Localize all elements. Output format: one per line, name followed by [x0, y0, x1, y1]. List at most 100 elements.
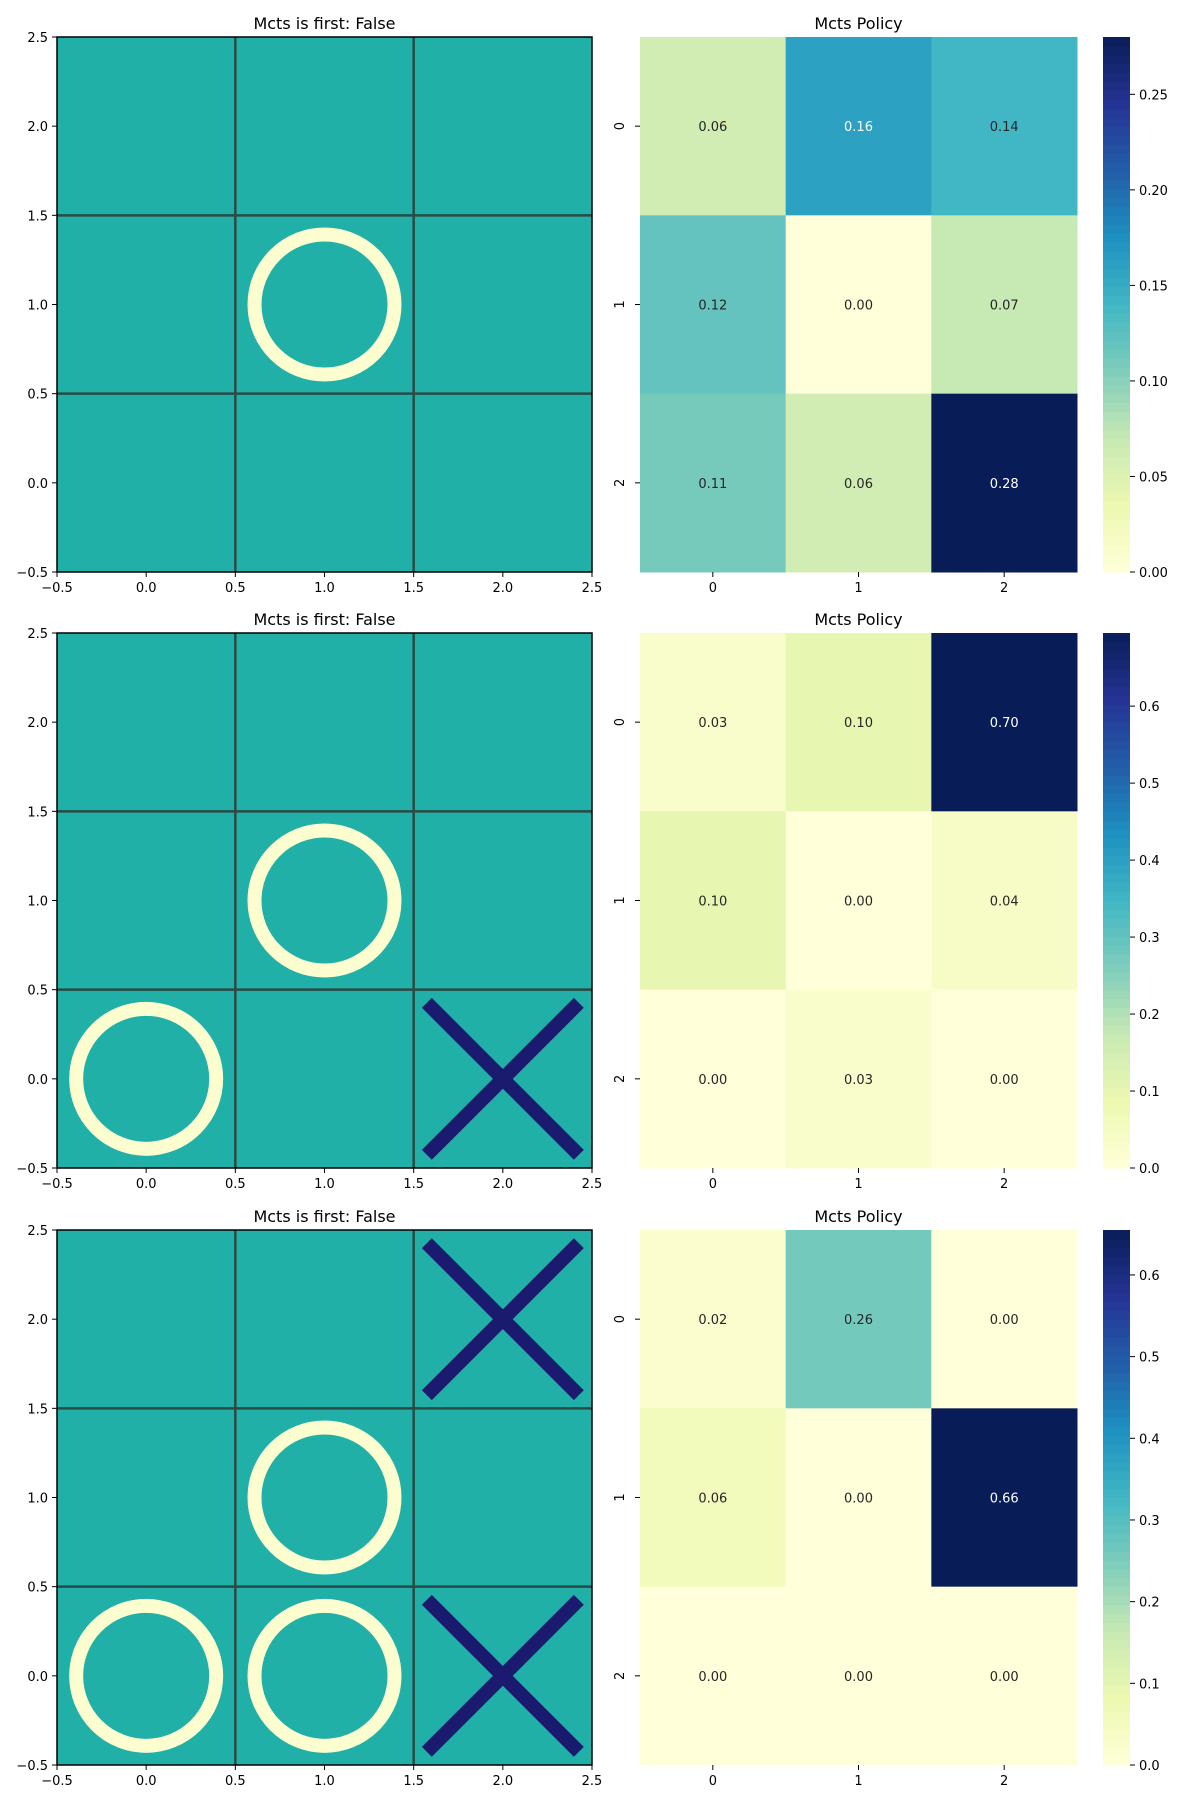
x-tick-label: 0.0 — [136, 1177, 157, 1192]
colorbar-tick-label: 0.20 — [1139, 184, 1168, 199]
colorbar-segment — [1103, 1123, 1130, 1133]
colorbar-segment — [1103, 1622, 1130, 1632]
colorbar-segment — [1103, 659, 1130, 670]
heatmap-cell — [640, 633, 787, 812]
heatmap-value-label: 0.00 — [990, 1670, 1019, 1685]
colorbar-segment — [1103, 1658, 1130, 1668]
colorbar-segment — [1103, 713, 1130, 723]
colorbar-segment — [1103, 45, 1130, 56]
colorbar-tick-label: 0.3 — [1139, 931, 1160, 946]
heatmap-cell — [640, 1230, 787, 1409]
x-tick-label: 0.0 — [136, 581, 157, 596]
x-tick-label: 2 — [1000, 1774, 1008, 1789]
colorbar-segment — [1103, 1631, 1130, 1641]
heatmap-cell — [640, 37, 787, 216]
colorbar-segment — [1103, 1720, 1130, 1730]
y-tick-label: 2 — [613, 1075, 628, 1083]
x-tick-label: 1.0 — [314, 1774, 335, 1789]
colorbar-segment — [1103, 677, 1130, 688]
colorbar-segment — [1103, 233, 1130, 243]
colorbar-segment — [1103, 268, 1130, 279]
y-tick-label: 0 — [613, 718, 628, 726]
colorbar-segment — [1103, 206, 1130, 216]
colorbar-segment — [1103, 633, 1130, 643]
colorbar-tick-label: 0.15 — [1139, 279, 1168, 294]
colorbar-segment — [1103, 855, 1130, 866]
colorbar-segment — [1103, 1025, 1130, 1035]
board-title: Mcts is first: False — [253, 14, 395, 33]
colorbar-segment — [1103, 1568, 1130, 1579]
colorbar-segment — [1103, 126, 1130, 136]
colorbar-segment — [1103, 331, 1130, 341]
colorbar-segment — [1103, 1043, 1130, 1053]
colorbar-segment — [1103, 695, 1130, 705]
y-tick-label: 1.0 — [27, 1492, 48, 1507]
heatmap-value-label: 0.00 — [844, 1670, 873, 1685]
colorbar-segment — [1103, 1319, 1130, 1329]
colorbar-tick-label: 0.4 — [1139, 854, 1160, 869]
colorbar-3: 0.0 0.1 0.2 0.3 0.4 0.5 0.6 — [1103, 1230, 1160, 1774]
colorbar-segment — [1103, 1230, 1130, 1240]
x-tick-label: 1 — [854, 1774, 862, 1789]
colorbar-segment — [1103, 545, 1130, 555]
colorbar-segment — [1103, 1016, 1130, 1026]
heatmap-cell — [785, 37, 932, 216]
colorbar-segment — [1103, 429, 1130, 439]
colorbar-segment — [1103, 1141, 1130, 1151]
colorbar-segment — [1103, 1533, 1130, 1543]
colorbar-segment — [1103, 63, 1130, 74]
colorbar-segment — [1103, 927, 1130, 937]
colorbar-segment — [1103, 393, 1130, 404]
colorbar-segment — [1103, 313, 1130, 323]
x-tick-label: 2.5 — [582, 581, 603, 596]
y-tick-label: −0.5 — [16, 1759, 48, 1774]
colorbar-tick-label: 0.6 — [1139, 1269, 1160, 1284]
y-tick-label: 2.0 — [27, 120, 48, 135]
board-plot-2: −0.5−0.5 0.0 0.0 0.5 0.5 1.0 1.0 1.5 1.5 2.0 2.0 2.… — [16, 610, 602, 1192]
colorbar-segment — [1103, 1693, 1130, 1704]
colorbar-segment — [1103, 1747, 1130, 1757]
colorbar-segment — [1103, 518, 1130, 529]
heatmap-cell — [785, 989, 932, 1169]
colorbar-segment — [1103, 251, 1130, 261]
colorbar-tick-label: 0.2 — [1139, 1596, 1160, 1611]
colorbar-segment — [1103, 936, 1130, 946]
colorbar-segment — [1103, 722, 1130, 732]
colorbar-segment — [1103, 108, 1130, 118]
heatmap-value-label: 0.00 — [990, 1313, 1019, 1328]
colorbar-segment — [1103, 918, 1130, 928]
o-piece — [69, 1598, 224, 1753]
colorbar-segment — [1103, 650, 1130, 661]
colorbar-segment — [1103, 152, 1130, 163]
colorbar-tick-label: 0.6 — [1139, 700, 1160, 715]
y-tick-label: 0.0 — [27, 477, 48, 492]
colorbar-segment — [1103, 563, 1130, 573]
colorbar-segment — [1103, 90, 1130, 101]
y-tick-label: 0.5 — [27, 1581, 48, 1596]
colorbar-tick-label: 0.1 — [1139, 1677, 1160, 1692]
colorbar-segment — [1103, 1666, 1130, 1677]
colorbar-segment — [1103, 447, 1130, 457]
colorbar-segment — [1103, 704, 1130, 714]
colorbar-tick-label: 0.0 — [1139, 1162, 1160, 1177]
y-tick-label: 0.0 — [27, 1670, 48, 1685]
colorbar-segment — [1103, 962, 1130, 973]
y-tick-label: 1.5 — [27, 1402, 48, 1417]
colorbar-segment — [1103, 1542, 1130, 1552]
colorbar-segment — [1103, 81, 1130, 92]
heatmap-cell — [640, 215, 787, 395]
heatmap-value-label: 0.10 — [844, 716, 873, 731]
colorbar-segment — [1103, 358, 1130, 368]
heatmap-value-label: 0.03 — [698, 716, 727, 731]
x-piece-stroke — [421, 997, 584, 1160]
heatmap-cell — [931, 1230, 1078, 1409]
colorbar-segment — [1103, 482, 1130, 493]
colorbar-segment — [1103, 375, 1130, 386]
heatmap-cell — [931, 1586, 1078, 1766]
x-tick-label: 1 — [854, 581, 862, 596]
colorbar-segment — [1103, 1283, 1130, 1294]
colorbar-segment — [1103, 998, 1130, 1009]
colorbar-segment — [1103, 1524, 1130, 1534]
colorbar-segment — [1103, 188, 1130, 199]
o-piece — [247, 227, 402, 382]
